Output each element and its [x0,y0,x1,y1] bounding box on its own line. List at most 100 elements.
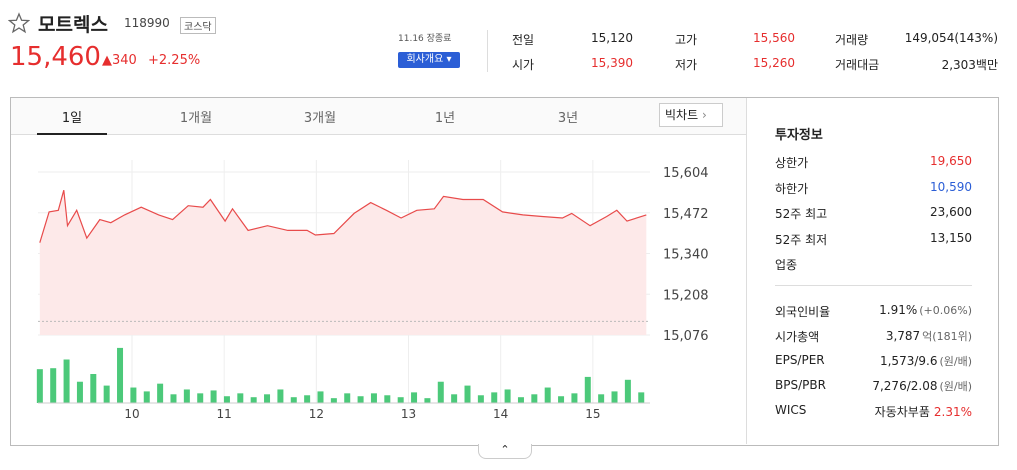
area-fill [39,190,647,335]
volume-bar [50,368,57,403]
info-label: 시가총액 [775,330,820,344]
y-tick-label: 15,076 [663,329,709,344]
x-tick-label: 12 [309,407,324,421]
info-extra: (+0.06%) [919,304,972,317]
volume-bar [277,389,284,403]
volume-bar [464,385,471,403]
info-value: 23,600 [930,205,972,219]
volume-bar [598,394,605,403]
volume-bar [36,369,43,403]
y-tick-label: 15,604 [663,166,709,181]
info-value: 10,590 [930,179,972,194]
collapse-button[interactable]: ⌃ [478,444,532,459]
panel-divider [746,98,747,444]
volume-bar [544,387,551,403]
volume-bar [330,398,337,403]
info-value-row: 자동차부품 2.31% [875,403,972,420]
quote-label: 전일 [512,33,535,47]
info-value: 자동차부품 [874,405,930,419]
info-label: 상한가 [775,156,809,170]
volume-bar [384,395,391,403]
info-value: 7,276/2.08 [872,379,938,393]
quote-label: 시가 [512,58,535,72]
divider [487,30,488,72]
info-value-row: 1,573/9.6 (원/배) [880,353,972,369]
volume-bar [370,393,377,403]
volume-bar [157,383,164,403]
info-title: 투자정보 [775,128,823,143]
volume-bar [290,397,297,403]
volume-bar [250,397,257,403]
info-separator [775,285,972,286]
quote-label: 거래대금 [835,58,880,72]
volume-bar [397,397,404,403]
volume-bar [63,359,70,403]
tab[interactable]: 1년 [434,111,456,126]
volume-bar [437,381,444,403]
volume-bar [130,387,137,403]
y-tick-label: 15,340 [663,248,709,263]
quote-label: 저가 [675,58,698,72]
volume-bar [210,390,217,403]
favorite-star[interactable] [8,12,30,34]
volume-bar [517,397,524,403]
active-tab-underline [37,133,107,135]
info-label: WICS [775,403,807,417]
volume-bar [357,396,364,403]
stock-name: 모트렉스 [38,14,108,36]
volume-bar [237,393,244,403]
info-label: 52주 최고 [775,207,828,221]
tab[interactable]: 3년 [557,111,579,126]
quote-value: 149,054(143%) [904,31,998,45]
tab[interactable]: 1개월 [179,111,213,126]
quote-label: 거래량 [835,33,869,47]
info-extra: (원/배) [939,380,972,393]
volume-bar [491,392,498,403]
big-chart-button[interactable]: 빅차트 › [659,103,723,127]
chart: 10 11 12 13 14 15 15,604 15,472 15,340 15,208 15,0… [36,160,709,421]
volume-bar [558,396,565,403]
volume-bar [117,347,124,403]
info-label: 업종 [775,258,798,272]
volume-bar [197,393,204,403]
volume-bar [477,395,484,403]
volume-bar [317,391,324,403]
volume-bar [76,381,83,403]
info-value-row: 3,787 억(181위) [886,328,972,344]
info-extra: (원/배) [939,355,972,368]
quote-value: 2,303백만 [941,58,998,72]
quote-value: 15,260 [753,56,795,70]
info-extra: 억(181위) [922,330,972,343]
current-price: 15,460 [10,42,101,72]
company-button-label: 회사개요 [406,54,444,65]
volume-bar [451,394,458,403]
quote-value: 15,390 [591,56,633,70]
x-tick-label: 15 [585,407,600,421]
info-value: 1,573/9.6 [879,354,938,368]
volume-bar [411,392,418,403]
y-tick-label: 15,472 [663,207,709,222]
stock-code: 118990 [124,16,170,30]
info-label: 52주 최저 [775,232,828,247]
quote-value: 15,120 [591,31,633,45]
tab[interactable]: 3개월 [303,111,337,126]
volume-bar [624,379,631,403]
quote-label: 고가 [675,33,698,47]
tab[interactable]: 1일 [61,111,83,126]
volume-bar [264,394,271,403]
company-button[interactable]: 회사개요 ▾ [398,52,460,68]
info-value-row: 1.91% (+0.06%) [879,303,972,317]
info-value: 1.91% [879,303,918,317]
info-label: EPS/PER [775,353,825,367]
change-pct: +2.25% [148,53,201,68]
x-tick-label: 14 [493,407,508,421]
market-time: 11.16 장종료 [398,34,452,44]
info-extra: 2.31% [933,405,972,419]
volume-bar [504,389,511,403]
volume-bar [344,393,351,403]
info-value: 3,787 [885,329,921,343]
volume-bar [183,389,190,403]
volume-bar [638,392,645,403]
volume-bar [611,391,618,403]
volume-bar [304,395,311,403]
